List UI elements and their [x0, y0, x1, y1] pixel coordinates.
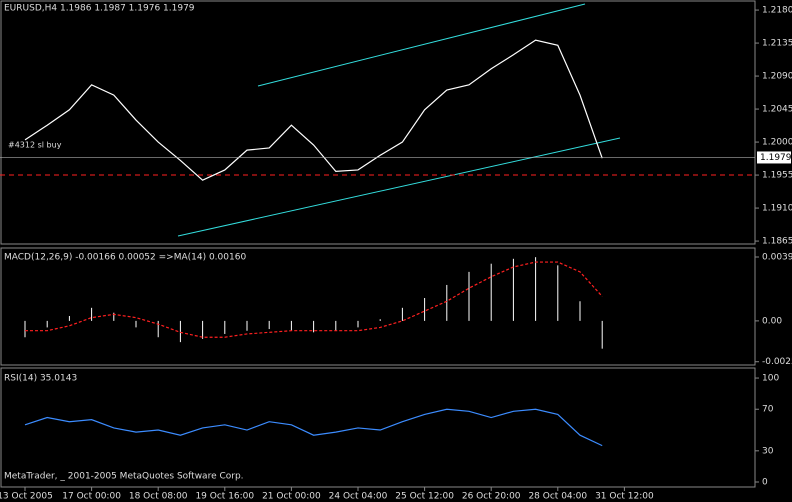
price-panel: [0, 0, 756, 245]
x-tick-label: 19 Oct 16:00: [195, 492, 254, 502]
series-line: [24, 408, 603, 447]
y-tick-label: 1.1955: [762, 171, 792, 181]
y-tick-label: 0.00: [762, 316, 782, 326]
y-tick-label: 1.1865: [762, 237, 792, 247]
x-tick-label: 25 Oct 12:00: [395, 492, 454, 502]
y-tick-label: 1.2180: [762, 6, 792, 16]
x-tick-label: 13 Oct 2005: [0, 492, 53, 502]
y-tick-label: 1.2090: [762, 72, 792, 82]
x-tick-label: 17 Oct 00:00: [62, 492, 121, 502]
y-tick-label: 1.2135: [762, 39, 792, 49]
last-price-label: 1.1979: [760, 153, 792, 163]
y-tick-label: 1.2045: [762, 105, 792, 115]
price-title: EURUSD,H4 1.1986 1.1987 1.1976 1.1979: [4, 4, 195, 14]
x-tick-label: 26 Oct 20:00: [462, 492, 521, 502]
macd-panel: [0, 247, 756, 366]
y-tick-label: 30: [762, 446, 774, 456]
y-tick-label: 0.00391: [762, 253, 792, 263]
x-tick-label: 24 Oct 04:00: [329, 492, 388, 502]
y-tick-label: 1.2000: [762, 138, 792, 148]
copyright: MetaTrader, _ 2001-2005 MetaQuotes Softw…: [4, 472, 244, 482]
x-tick-label: 31 Oct 12:00: [595, 492, 654, 502]
macd-title: MACD(12,26,9) -0.00166 0.00052 =>MA(14) …: [4, 253, 246, 263]
y-tick-label: 1.1910: [762, 204, 792, 214]
x-tick-label: 21 Oct 00:00: [262, 492, 321, 502]
rsi-title: RSI(14) 35.0143: [4, 374, 77, 384]
last-price-box: [757, 151, 791, 164]
order-label: #4312 sl buy: [8, 141, 62, 150]
series-line: [24, 39, 603, 181]
y-tick-label: 100: [762, 374, 779, 384]
x-tick-label: 18 Oct 08:00: [129, 492, 188, 502]
y-tick-label: 0: [762, 478, 768, 488]
trend-line: [257, 3, 586, 87]
y-tick-label: 70: [762, 405, 774, 415]
x-tick-label: 28 Oct 04:00: [528, 492, 587, 502]
trend-line: [177, 137, 621, 237]
rsi-panel: [0, 367, 756, 488]
